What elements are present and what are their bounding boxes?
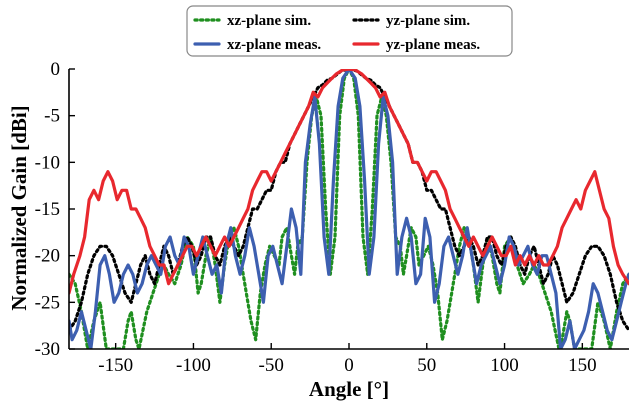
y-tick-label: 0: [51, 59, 61, 80]
x-tick-label: -50: [259, 355, 284, 376]
series-line-1: [69, 69, 629, 332]
axes: [68, 68, 629, 350]
legend-label-1: yz-plane sim.: [386, 13, 470, 29]
x-tick-label: 150: [568, 355, 597, 376]
series-line-3: [69, 69, 629, 295]
y-axis-title: Normalized Gain [dBi]: [7, 105, 31, 310]
x-tick-label: 100: [490, 355, 519, 376]
y-tick-label: -25: [35, 292, 60, 313]
x-tick-label: 0: [344, 355, 354, 376]
y-tick-label: -20: [35, 246, 60, 267]
legend-label-2: xz-plane meas.: [227, 37, 321, 53]
legend: xz-plane sim. yz-plane sim. xz-plane meas.…: [186, 5, 513, 57]
series-line-0: [69, 69, 629, 349]
x-tick-label: -150: [98, 355, 133, 376]
series-line-2: [69, 69, 629, 349]
y-tick-label: -5: [44, 106, 60, 127]
x-tick-label: -100: [176, 355, 211, 376]
y-tick-label: -30: [35, 339, 60, 360]
y-tick-label: -10: [35, 152, 60, 173]
legend-box: [186, 5, 513, 57]
y-tick-label: -15: [35, 199, 60, 220]
tick-labels: 0 -5 -10 -15 -20 -25 -30 -150 -100 -50 0 50 100 150: [35, 59, 597, 376]
legend-label-3: yz-plane meas.: [386, 37, 480, 53]
x-tick-label: 50: [417, 355, 436, 376]
x-axis-title: Angle [°]: [309, 377, 389, 401]
series-layer: [69, 69, 629, 349]
legend-label-0: xz-plane sim.: [227, 13, 311, 29]
